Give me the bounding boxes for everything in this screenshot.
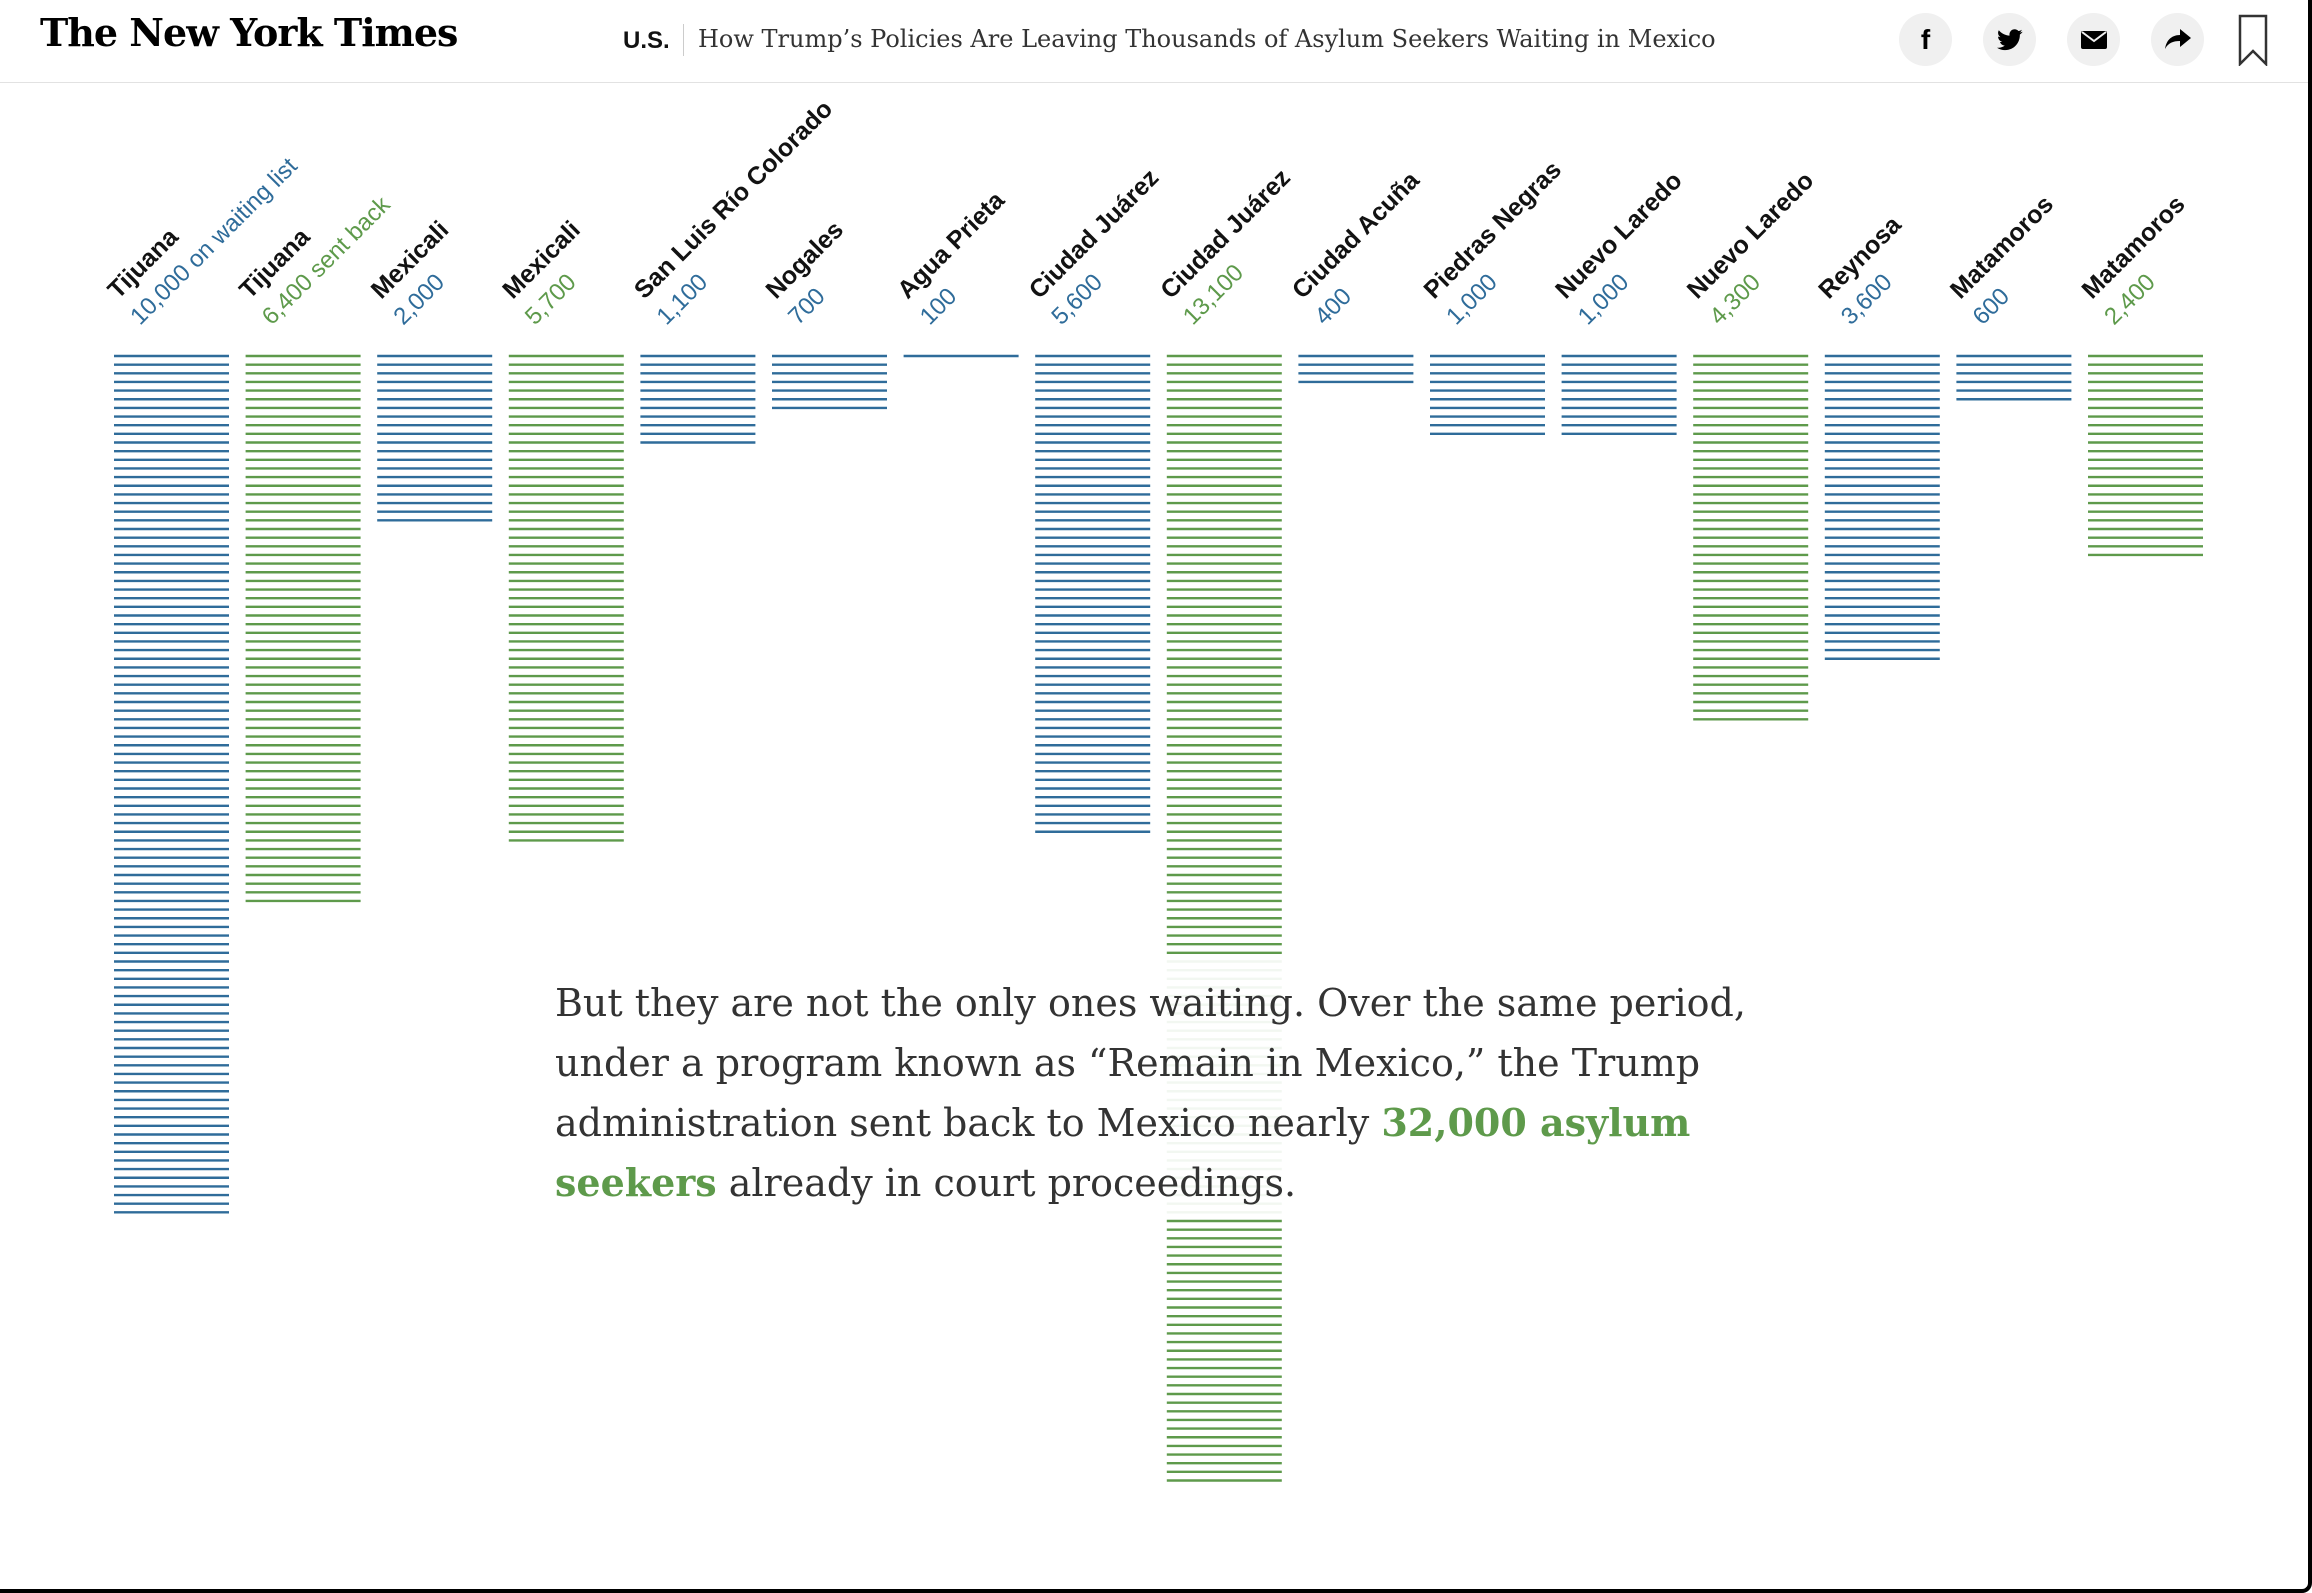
city-label: Agua Prieta (892, 185, 1011, 304)
bar-column (245, 354, 361, 903)
bar-column (377, 354, 493, 522)
caption-text-after: already in court proceedings. (716, 1161, 1297, 1205)
caption-highlight: 32,000 asylum seekers (555, 1100, 1691, 1205)
twitter-share-button[interactable] (1983, 13, 2036, 66)
bookmark-icon (2238, 14, 2268, 66)
bar-column (114, 354, 229, 1214)
email-icon (2080, 30, 2107, 49)
share-icon (2164, 28, 2191, 49)
twitter-icon (1996, 28, 2023, 50)
bar-column (640, 354, 756, 444)
city-label: Matamoros (1945, 190, 2059, 304)
top-bar: The New York Times U.S. How Trump’s Poli… (0, 0, 2308, 83)
header-divider (683, 24, 684, 56)
bar-column (1298, 354, 1414, 384)
bar-column (1824, 354, 1940, 660)
bar-column (2088, 354, 2203, 557)
bar-column (1166, 354, 1282, 1482)
bar-column (508, 354, 624, 842)
article-headline: How Trump’s Policies Are Leaving Thousan… (698, 25, 1716, 53)
caption-text-before: But they are not the only ones waiting. … (555, 981, 1746, 1145)
bar-column (1956, 354, 2072, 401)
more-share-button[interactable] (2151, 13, 2204, 66)
city-label: Ciudad Acuña (1287, 165, 1426, 304)
bar-column (772, 354, 887, 410)
facebook-icon: f (1920, 23, 1931, 55)
nyt-logo[interactable]: The New York Times (40, 10, 458, 55)
bar-column (1430, 354, 1545, 436)
email-share-button[interactable] (2067, 13, 2120, 66)
story-caption: But they are not the only ones waiting. … (555, 973, 1795, 1213)
bar-column (1561, 354, 1677, 436)
bar-column (1035, 354, 1151, 833)
section-label[interactable]: U.S. (623, 27, 670, 54)
facebook-share-button[interactable]: f (1899, 13, 1952, 66)
bar-column (1693, 354, 1809, 721)
bookmark-button[interactable] (2236, 12, 2270, 68)
